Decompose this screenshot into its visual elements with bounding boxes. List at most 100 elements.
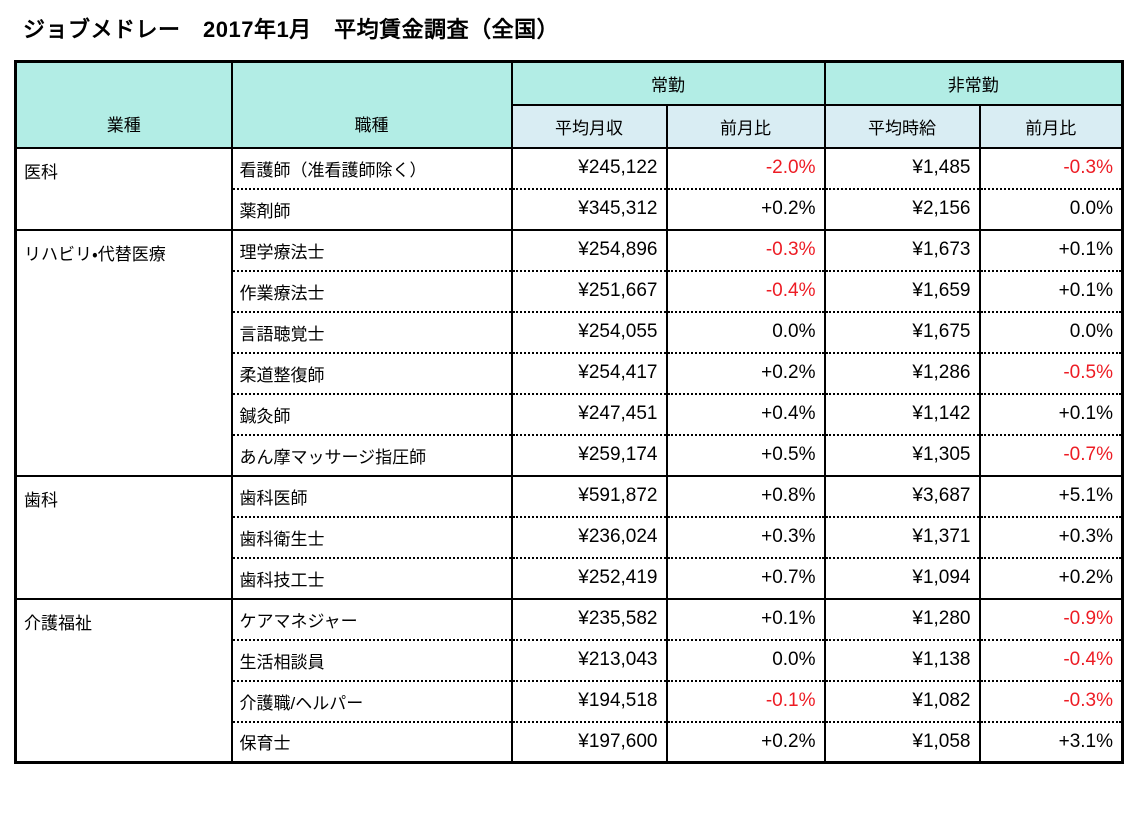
- monthly-salary-cell: ¥251,667: [510, 269, 668, 312]
- table-row: 介護福祉 ケアマネジャー ¥235,582 +0.1% ¥1,280 -0.9%: [14, 597, 1124, 763]
- table-body: 医科 看護師（准看護師除く） ¥245,122 -2.0% ¥1,485 -0.…: [14, 146, 1124, 763]
- monthly-salary-cell: ¥254,055: [510, 310, 668, 353]
- table-row: 言語聴覚士 ¥254,055 0.0% ¥1,675 0.0%: [16, 310, 1124, 353]
- monthly-mom-cell: -0.4%: [665, 269, 826, 312]
- monthly-mom-cell: +0.7%: [665, 556, 826, 599]
- monthly-salary-cell: ¥345,312: [510, 187, 668, 230]
- hourly-wage-cell: ¥1,138: [823, 638, 981, 681]
- wage-table: 業種 職種 常勤 非常勤 平均月収 前月比 平均時給 前月比 医科 看護師（准看…: [14, 60, 1124, 764]
- hourly-mom-cell: +0.3%: [978, 515, 1124, 558]
- hourly-mom-cell: +0.2%: [978, 556, 1124, 599]
- monthly-mom-cell: +0.2%: [665, 720, 826, 763]
- occupation-header: 職種: [230, 61, 513, 148]
- hourly-wage-cell: ¥1,082: [823, 679, 981, 722]
- industry-cell: 医科: [14, 146, 233, 230]
- hourly-wage-cell: ¥1,280: [823, 597, 981, 640]
- hourly-mom-cell: -0.5%: [978, 351, 1124, 394]
- mom-parttime-header: 前月比: [978, 103, 1124, 148]
- hourly-mom-cell: +0.1%: [978, 392, 1124, 435]
- monthly-mom-cell: +0.4%: [665, 392, 826, 435]
- hourly-mom-cell: -0.7%: [978, 433, 1124, 476]
- hourly-wage-cell: ¥1,094: [823, 556, 981, 599]
- monthly-mom-cell: -0.3%: [665, 228, 826, 271]
- monthly-mom-cell: 0.0%: [665, 638, 826, 681]
- monthly-salary-cell: ¥213,043: [510, 638, 668, 681]
- hourly-mom-cell: -0.3%: [978, 146, 1124, 189]
- table-row: 生活相談員 ¥213,043 0.0% ¥1,138 -0.4%: [16, 638, 1124, 681]
- occupation-cell: 作業療法士: [230, 269, 513, 312]
- hourly-mom-cell: 0.0%: [978, 310, 1124, 353]
- hourly-wage-cell: ¥1,305: [823, 433, 981, 476]
- monthly-salary-cell: ¥591,872: [510, 474, 668, 517]
- table-row: 作業療法士 ¥251,667 -0.4% ¥1,659 +0.1%: [16, 269, 1124, 312]
- monthly-mom-cell: -2.0%: [665, 146, 826, 189]
- hourly-wage-cell: ¥1,485: [823, 146, 981, 189]
- industry-cell: 歯科: [14, 474, 233, 599]
- monthly-salary-cell: ¥252,419: [510, 556, 668, 599]
- occupation-cell: 介護職/ヘルパー: [230, 679, 513, 722]
- occupation-cell: 鍼灸師: [230, 392, 513, 435]
- monthly-salary-cell: ¥236,024: [510, 515, 668, 558]
- hourly-wage-cell: ¥1,659: [823, 269, 981, 312]
- monthly-mom-cell: +0.2%: [665, 351, 826, 394]
- hourly-mom-cell: +0.1%: [978, 228, 1124, 271]
- monthly-salary-cell: ¥194,518: [510, 679, 668, 722]
- hourly-mom-cell: -0.4%: [978, 638, 1124, 681]
- table-row: あん摩マッサージ指圧師 ¥259,174 +0.5% ¥1,305 -0.7%: [16, 433, 1124, 476]
- hourly-mom-cell: +0.1%: [978, 269, 1124, 312]
- mom-fulltime-header: 前月比: [665, 103, 826, 148]
- table-header: 業種 職種 常勤 非常勤 平均月収 前月比 平均時給 前月比: [14, 61, 1124, 148]
- hourly-mom-cell: -0.3%: [978, 679, 1124, 722]
- occupation-cell: あん摩マッサージ指圧師: [230, 433, 513, 476]
- monthly-mom-cell: 0.0%: [665, 310, 826, 353]
- occupation-cell: 薬剤師: [230, 187, 513, 230]
- header-row-metrics: 平均月収 前月比 平均時給 前月比: [16, 103, 1124, 148]
- hourly-mom-cell: -0.9%: [978, 597, 1124, 640]
- hourly-wage-cell: ¥1,058: [823, 720, 981, 763]
- table-row: 保育士 ¥197,600 +0.2% ¥1,058 +3.1%: [16, 720, 1124, 763]
- hourly-wage-cell: ¥2,156: [823, 187, 981, 230]
- monthly-mom-cell: +0.3%: [665, 515, 826, 558]
- occupation-cell: 看護師（准看護師除く）: [230, 146, 513, 189]
- table-row: 歯科技工士 ¥252,419 +0.7% ¥1,094 +0.2%: [16, 556, 1124, 599]
- monthly-salary-cell: ¥254,896: [510, 228, 668, 271]
- hourly-wage-cell: ¥1,371: [823, 515, 981, 558]
- industry-header: 業種: [14, 61, 233, 148]
- avg-hourly-header: 平均時給: [823, 103, 981, 148]
- table-row: 柔道整復師 ¥254,417 +0.2% ¥1,286 -0.5%: [16, 351, 1124, 394]
- table-row: 医科 看護師（准看護師除く） ¥245,122 -2.0% ¥1,485 -0.…: [14, 146, 1124, 230]
- monthly-mom-cell: +0.5%: [665, 433, 826, 476]
- header-row-groups: 業種 職種 常勤 非常勤: [14, 61, 1124, 148]
- monthly-mom-cell: -0.1%: [665, 679, 826, 722]
- hourly-wage-cell: ¥1,286: [823, 351, 981, 394]
- parttime-header: 非常勤: [823, 61, 1124, 105]
- table-row: 鍼灸師 ¥247,451 +0.4% ¥1,142 +0.1%: [16, 392, 1124, 435]
- occupation-cell: 柔道整復師: [230, 351, 513, 394]
- occupation-cell: ケアマネジャー: [230, 597, 513, 640]
- occupation-cell: 生活相談員: [230, 638, 513, 681]
- monthly-mom-cell: +0.2%: [665, 187, 826, 230]
- page-title: ジョブメドレー 2017年1月 平均賃金調査（全国）: [23, 17, 560, 42]
- hourly-mom-cell: +5.1%: [978, 474, 1124, 517]
- occupation-cell: 歯科技工士: [230, 556, 513, 599]
- monthly-salary-cell: ¥245,122: [510, 146, 668, 189]
- industry-cell: 介護福祉: [14, 597, 233, 763]
- hourly-mom-cell: 0.0%: [978, 187, 1124, 230]
- monthly-salary-cell: ¥259,174: [510, 433, 668, 476]
- occupation-cell: 保育士: [230, 720, 513, 763]
- monthly-salary-cell: ¥247,451: [510, 392, 668, 435]
- table-row: 歯科衛生士 ¥236,024 +0.3% ¥1,371 +0.3%: [16, 515, 1124, 558]
- hourly-wage-cell: ¥1,142: [823, 392, 981, 435]
- occupation-cell: 理学療法士: [230, 228, 513, 271]
- monthly-salary-cell: ¥254,417: [510, 351, 668, 394]
- table-row: 歯科 歯科医師 ¥591,872 +0.8% ¥3,687 +5.1%: [14, 474, 1124, 599]
- hourly-wage-cell: ¥3,687: [823, 474, 981, 517]
- industry-cell: リハビリ・代替医療: [14, 228, 233, 476]
- monthly-salary-cell: ¥197,600: [510, 720, 668, 763]
- table-row: リハビリ・代替医療 理学療法士 ¥254,896 -0.3% ¥1,673 +0…: [14, 228, 1124, 476]
- table-row: 薬剤師 ¥345,312 +0.2% ¥2,156 0.0%: [16, 187, 1124, 230]
- hourly-wage-cell: ¥1,675: [823, 310, 981, 353]
- hourly-wage-cell: ¥1,673: [823, 228, 981, 271]
- monthly-mom-cell: +0.1%: [665, 597, 826, 640]
